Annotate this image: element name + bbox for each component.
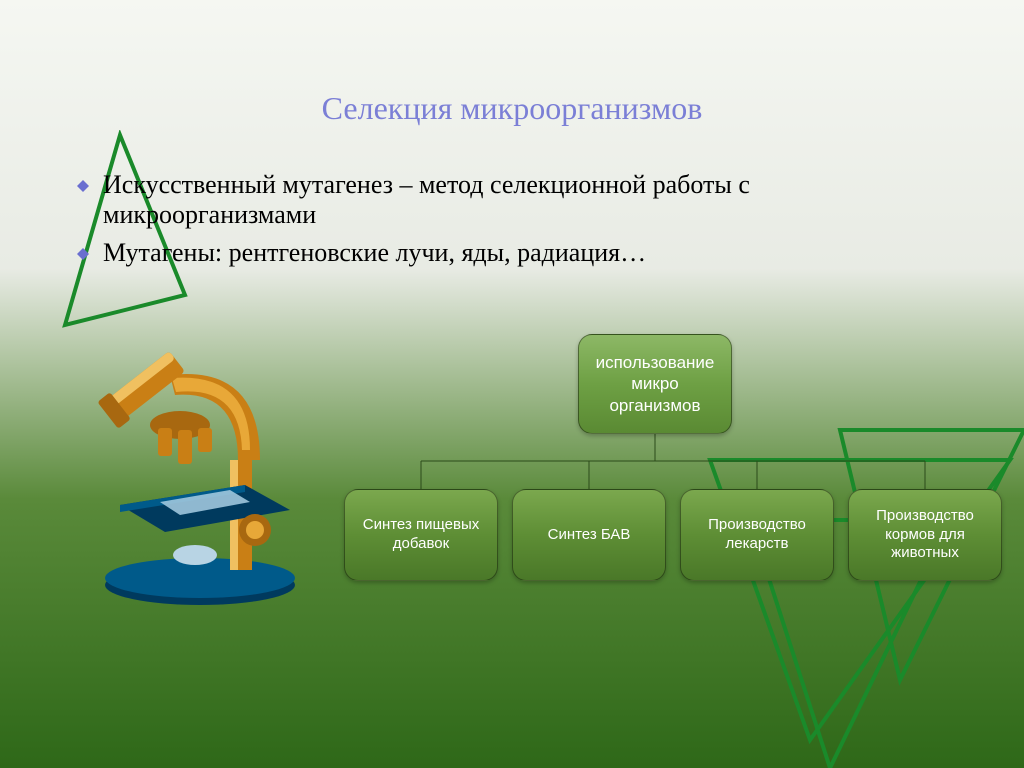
bullet-text: Искусственный мутагенез – метод селекцио… xyxy=(103,170,957,230)
triangle-decor-bottom-right xyxy=(640,420,1024,768)
list-item: Искусственный мутагенез – метод селекцио… xyxy=(77,170,957,230)
bullet-diamond-icon xyxy=(77,180,89,192)
tree-leaf-line: добавок xyxy=(387,535,455,554)
tree-leaf-line: кормов для xyxy=(879,526,971,545)
bullet-list: Искусственный мутагенез – метод селекцио… xyxy=(77,170,957,276)
slide-title: Селекция микроорганизмов xyxy=(0,90,1024,127)
tree-leaf-line: Синтез пищевых xyxy=(357,516,486,535)
tree-leaf-line: животных xyxy=(885,544,965,563)
bullet-diamond-icon xyxy=(77,248,89,260)
tree-leaf-node: Синтез БАВ xyxy=(512,489,666,581)
tree-leaf-line: Производство xyxy=(870,507,980,526)
tree-leaf-line: лекарств xyxy=(719,535,794,554)
slide: Селекция микроорганизмов Искусственный м… xyxy=(0,0,1024,768)
tree-root-line: организмов xyxy=(603,395,706,416)
tree-leaf-line: Синтез БАВ xyxy=(542,526,637,545)
tree-leaf-node: Синтез пищевых добавок xyxy=(344,489,498,581)
tree-root-node: использование микро организмов xyxy=(578,334,732,434)
tree-root-line: использование xyxy=(590,352,721,373)
tree-leaf-node: Производство лекарств xyxy=(680,489,834,581)
bullet-text: Мутагены: рентгеновские лучи, яды, радиа… xyxy=(103,238,646,268)
tree-root-line: микро xyxy=(625,373,685,394)
tree-leaf-line: Производство xyxy=(702,516,812,535)
microscope-icon xyxy=(80,330,310,610)
list-item: Мутагены: рентгеновские лучи, яды, радиа… xyxy=(77,238,957,268)
tree-leaf-node: Производство кормов для животных xyxy=(848,489,1002,581)
